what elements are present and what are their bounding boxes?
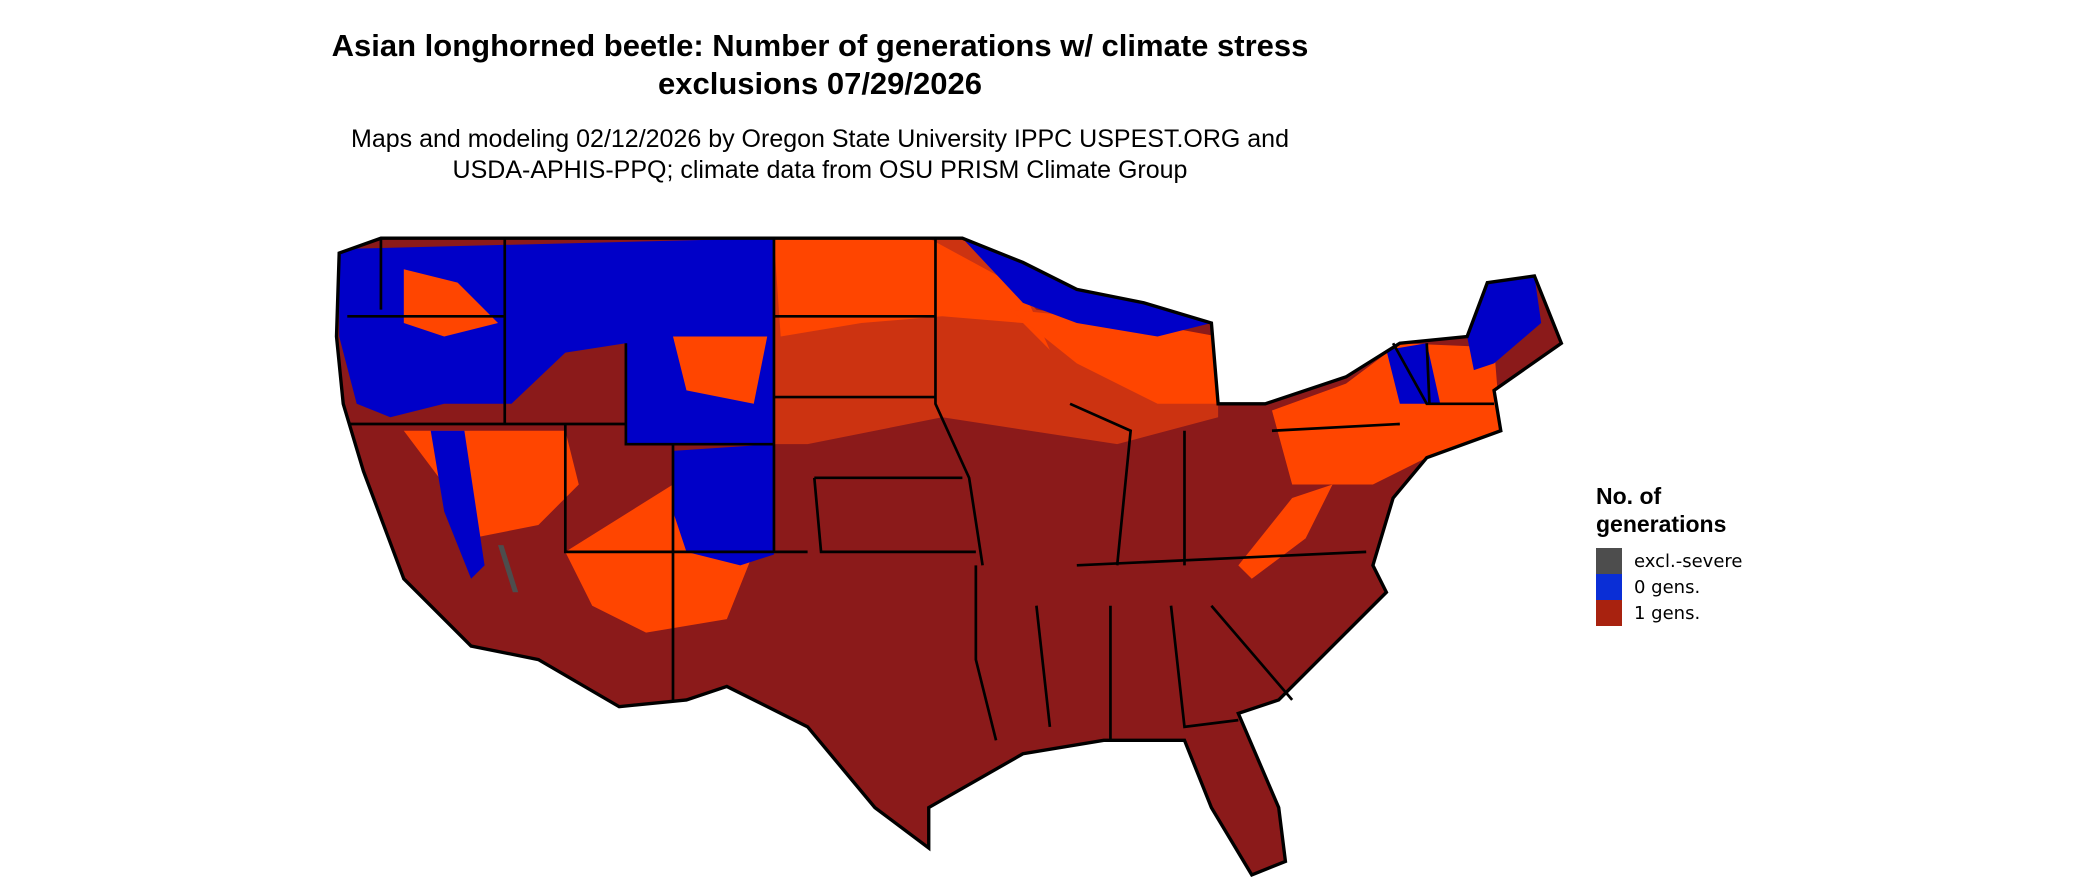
legend-swatch xyxy=(1596,574,1622,600)
region-0-gens-lake-superior xyxy=(962,238,1212,337)
map-subtitle-line-1: Maps and modeling 02/12/2026 by Oregon S… xyxy=(351,125,1289,153)
map-title-line-2: exclusions 07/29/2026 xyxy=(657,66,982,101)
map-title: Asian longhorned beetle: Number of gener… xyxy=(0,27,1640,103)
legend-title: No. of generations xyxy=(1596,482,1742,538)
region-1-gen-low-northeast xyxy=(1271,343,1501,485)
legend: No. of generations excl.-severe 0 gens. … xyxy=(1596,482,1742,626)
region-0-gens-sierra xyxy=(430,430,485,579)
map-title-line-1: Asian longhorned beetle: Number of gener… xyxy=(331,28,1309,63)
legend-title-line-1: No. of xyxy=(1596,483,1662,509)
legend-label: 1 gens. xyxy=(1634,602,1701,624)
legend-item-0-gens: 0 gens. xyxy=(1596,574,1742,600)
region-1-gen-low-wyoming xyxy=(673,336,768,404)
legend-swatch xyxy=(1596,548,1622,574)
legend-item-excl-severe: excl.-severe xyxy=(1596,548,1742,574)
region-1-gen-low-appalachia xyxy=(1238,484,1333,579)
state-borders xyxy=(347,238,1495,741)
region-excl-severe-death-valley xyxy=(498,545,519,593)
region-1-gen-low-oregon xyxy=(403,269,499,337)
legend-swatch xyxy=(1596,600,1622,626)
us-outline xyxy=(334,236,1564,877)
map-subtitle-line-2: USDA-APHIS-PPQ; climate data from OSU PR… xyxy=(452,156,1188,184)
region-1-gen-low-north-plains xyxy=(773,238,1050,350)
legend-label: excl.-severe xyxy=(1634,550,1743,572)
region-0-gens-maine xyxy=(1467,275,1542,371)
map-subtitle: Maps and modeling 02/12/2026 by Oregon S… xyxy=(0,124,1640,186)
region-0-gens-rockies xyxy=(673,444,774,566)
legend-item-1-gens: 1 gens. xyxy=(1596,600,1742,626)
legend-label: 0 gens. xyxy=(1634,576,1701,598)
legend-title-line-2: generations xyxy=(1596,511,1727,537)
